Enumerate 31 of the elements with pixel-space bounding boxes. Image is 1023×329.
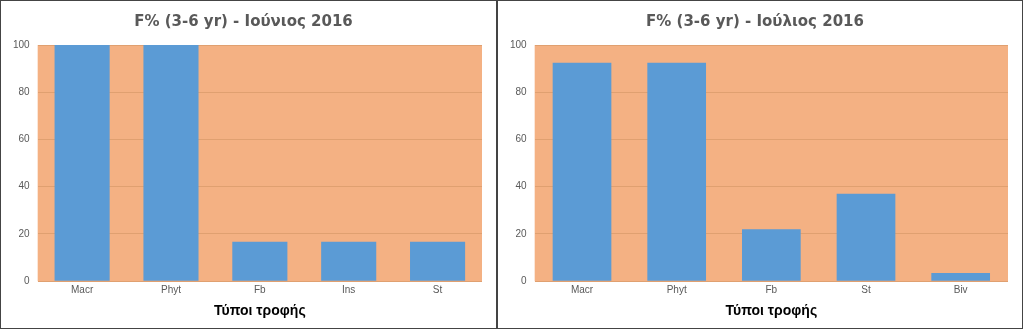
bar <box>836 193 896 281</box>
bar <box>647 62 707 281</box>
bar <box>552 62 612 281</box>
y-tick-label: 20 <box>18 227 31 239</box>
x-tick-label: Phyt <box>666 283 687 295</box>
y-tick-label: 100 <box>510 38 528 50</box>
chart-title: F% (3-6 yr) - Ιούλιος 2016 <box>646 11 864 30</box>
y-tick-label: 0 <box>521 274 528 286</box>
x-tick-label: Fb <box>765 283 778 295</box>
y-tick-label: 40 <box>18 180 31 192</box>
x-tick-label: Macr <box>71 283 94 295</box>
bar <box>742 229 801 281</box>
y-tick-label: 40 <box>515 180 528 192</box>
x-tick-label: Phyt <box>160 283 182 295</box>
x-axis-title: Τύποι τροφής <box>725 302 818 319</box>
y-tick-label: 60 <box>515 133 528 145</box>
y-tick-label: 100 <box>13 38 31 50</box>
x-tick-label: Fb <box>254 283 267 295</box>
chart-title: F% (3-6 yr) - Ιούνιος 2016 <box>134 11 353 30</box>
y-tick-label: 80 <box>515 85 528 97</box>
y-tick-label: 80 <box>18 85 31 97</box>
x-tick-label: Macr <box>570 283 594 295</box>
x-tick-label: St <box>861 283 871 295</box>
x-tick-label: Biv <box>953 283 968 295</box>
y-tick-label: 0 <box>24 274 31 286</box>
y-tick-label: 20 <box>515 227 528 239</box>
x-axis-title: Τύποι τροφής <box>214 302 306 319</box>
x-tick-label: Ins <box>342 283 356 295</box>
x-tick-label: St <box>432 283 443 295</box>
y-tick-label: 60 <box>18 133 31 145</box>
bar <box>931 272 991 281</box>
